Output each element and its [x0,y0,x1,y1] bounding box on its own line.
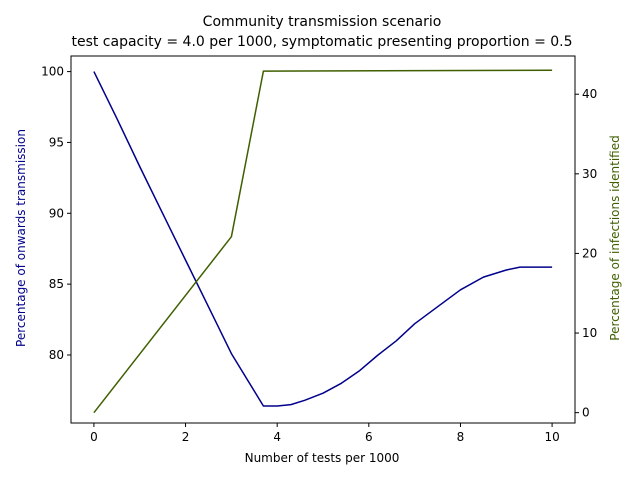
y-left-tick-label: 90 [49,206,64,220]
y-right-tick-label: 30 [582,167,597,181]
y-right-tick-label: 40 [582,87,597,101]
x-tick-label: 8 [457,430,465,444]
chart-title: Community transmission scenario [203,14,442,30]
y-axis-left-label: Percentage of onwards transmission [14,129,28,347]
series-line-infections-identified [93,69,553,414]
plot-area [93,69,553,414]
y-left-tick-label: 85 [49,277,64,291]
axes-ticks: 0 2 4 6 8 10 80 85 90 95 100 0 10 20 30 40 [41,65,597,444]
y-left-tick-label: 95 [49,135,64,149]
y-right-tick-label: 20 [582,246,597,260]
y-right-tick-label: 10 [582,326,597,340]
x-tick-label: 4 [273,430,281,444]
series-line-onwards-transmission [93,71,553,407]
x-tick-label: 0 [90,430,98,444]
plot-frame [70,55,576,424]
x-tick-label: 2 [182,430,190,444]
x-tick-label: 6 [365,430,373,444]
y-left-tick-label: 100 [41,65,64,79]
y-axis-right-label: Percentage of infections identified [608,135,622,340]
x-axis-label: Number of tests per 1000 [245,451,400,465]
y-left-tick-label: 80 [49,348,64,362]
y-right-tick-label: 0 [582,406,590,420]
x-tick-label: 10 [544,430,559,444]
chart-subtitle: test capacity = 4.0 per 1000, symptomati… [71,34,572,50]
